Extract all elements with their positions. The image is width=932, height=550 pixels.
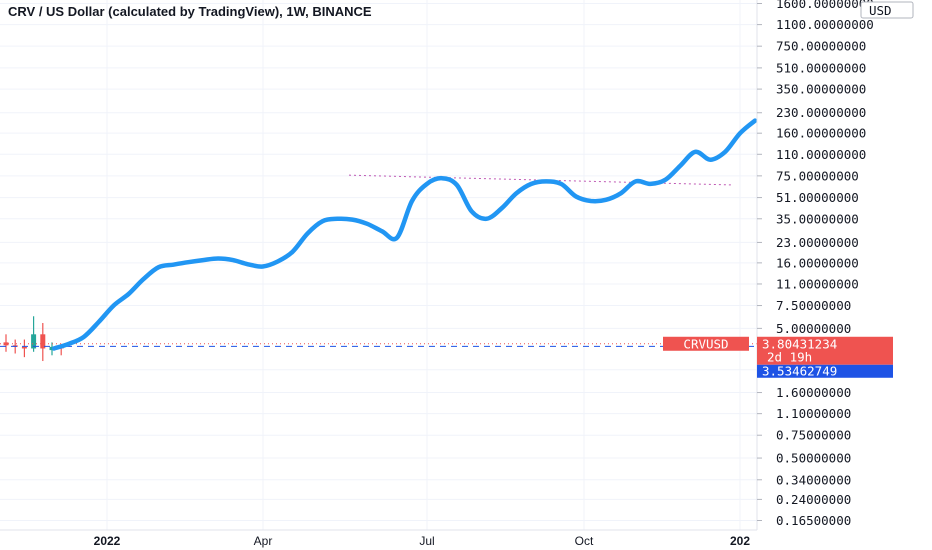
y-tick-label: 11.00000000 — [776, 276, 859, 291]
y-tick-label: 1.60000000 — [776, 385, 851, 400]
y-tick-label: 510.00000000 — [776, 60, 866, 75]
symbol-badge[interactable] — [663, 336, 749, 351]
y-tick-label: 110.00000000 — [776, 147, 866, 162]
y-tick-label: 0.75000000 — [776, 428, 851, 443]
candle-body — [31, 334, 37, 349]
y-tick-label: 1.10000000 — [776, 406, 851, 421]
y-tick-label: 350.00000000 — [776, 82, 866, 97]
x-tick-label: Jul — [419, 534, 434, 548]
price-axis: 1600.00000000 1100.00000000 750.00000000 51… — [757, 0, 874, 528]
currency-label-box[interactable] — [860, 1, 914, 19]
secondary-price-value: 3.53462749 — [762, 363, 837, 378]
x-tick-label: 2022 — [94, 534, 121, 548]
y-tick-label: 23.00000000 — [776, 235, 859, 250]
y-tick-label: 35.00000000 — [776, 211, 859, 226]
x-tick-label: Apr — [254, 534, 273, 548]
chart-grid — [0, 0, 757, 530]
x-tick-label: Oct — [575, 534, 594, 548]
candles-group — [3, 316, 64, 362]
price-badge-countdown: 2d 19h — [767, 349, 812, 364]
secondary-price-badge — [757, 364, 893, 378]
y-tick-label: 1600.00000000 — [776, 0, 874, 11]
currency-label: USD — [869, 3, 892, 18]
y-tick-label: 75.00000000 — [776, 168, 859, 183]
candle-body — [40, 334, 46, 349]
chart-title: CRV / US Dollar (calculated by TradingVi… — [8, 4, 372, 19]
y-tick-label: 5.00000000 — [776, 321, 851, 336]
y-tick-label: 16.00000000 — [776, 255, 859, 270]
y-tick-label: 230.00000000 — [776, 105, 866, 120]
drawn-projection-line — [51, 118, 758, 351]
price-badge-value: 3.80431234 — [762, 336, 837, 351]
price-badge — [757, 336, 893, 365]
y-tick-label: 160.00000000 — [776, 126, 866, 141]
y-tick-label: 0.50000000 — [776, 451, 851, 466]
candle-body — [3, 342, 9, 346]
y-tick-label: 7.50000000 — [776, 298, 851, 313]
y-tick-label: 0.34000000 — [776, 472, 851, 487]
y-tick-label: 1100.00000000 — [776, 17, 874, 32]
x-tick-label: 202 — [730, 534, 750, 548]
y-tick-label: 0.16500000 — [776, 513, 851, 528]
time-axis: 2022 Apr Jul Oct 202 — [94, 534, 751, 548]
y-tick-label: 0.24000000 — [776, 492, 851, 507]
y-tick-label: 51.00000000 — [776, 190, 859, 205]
candle-body — [21, 346, 27, 349]
symbol-badge-label: CRVUSD — [683, 336, 728, 351]
y-tick-label: 750.00000000 — [776, 39, 866, 54]
